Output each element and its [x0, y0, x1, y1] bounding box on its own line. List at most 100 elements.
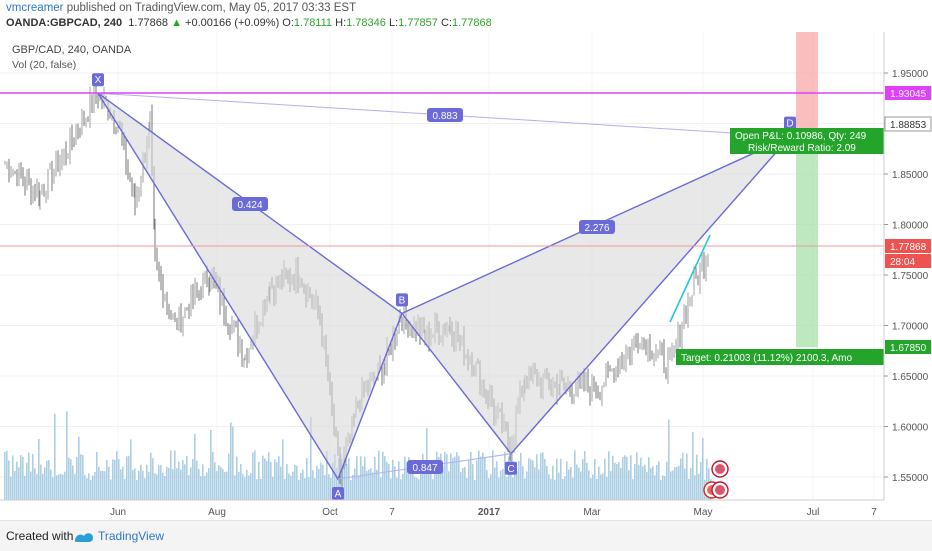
volume-bar — [246, 469, 248, 500]
chart-area[interactable]: X A B C D 0.424 0.883 2.276 0.847 Open P&L: 0.10… — [0, 32, 932, 520]
volume-bar — [674, 467, 676, 500]
volume-bar — [194, 433, 196, 500]
volume-bar — [450, 453, 452, 500]
volume-bar — [410, 465, 412, 500]
volume-bar — [132, 470, 134, 500]
tradingview-logo-icon[interactable] — [73, 529, 95, 543]
volume-bar — [594, 458, 596, 500]
volume-bar — [244, 477, 246, 500]
volume-bar — [670, 471, 672, 500]
volume-bar — [74, 474, 76, 500]
volume-bar — [288, 473, 290, 500]
price-tick-label: 1.75000 — [892, 271, 929, 282]
ratio-label: 0.424 — [237, 200, 262, 211]
volume-bar — [404, 456, 406, 500]
volume-bar — [522, 466, 524, 500]
volume-bar — [116, 451, 118, 500]
volume-bar — [186, 455, 188, 500]
volume-bar — [476, 460, 478, 500]
volume-bar — [492, 450, 494, 500]
volume-bar — [474, 479, 476, 500]
volume-bar — [574, 450, 576, 500]
volume-bar — [686, 453, 688, 500]
volume-bar — [544, 459, 546, 500]
uk-flag-icon-inner — [715, 464, 725, 474]
volume-bar — [342, 464, 344, 500]
volume-bar — [22, 456, 24, 500]
time-tick-label: 2017 — [478, 507, 501, 518]
volume-bar — [520, 452, 522, 500]
volume-bar — [388, 463, 390, 500]
volume-bar — [210, 430, 212, 500]
volume-bar — [34, 468, 36, 500]
time-tick-label: 7 — [871, 507, 877, 518]
point-badge-d — [784, 116, 796, 130]
tradingview-brand[interactable]: TradingView — [98, 529, 165, 543]
volume-bar — [506, 477, 508, 500]
event-flags[interactable] — [703, 460, 729, 499]
time-axis[interactable]: Jun Aug Oct 7 2017 Mar May Jul 7 — [0, 499, 884, 518]
volume-bar — [174, 450, 176, 500]
volume-bar — [144, 478, 146, 500]
volume-bar — [462, 467, 464, 500]
volume-bar — [646, 471, 648, 500]
volume-bar — [350, 479, 352, 500]
volume-bar — [508, 456, 510, 500]
author-link[interactable]: vmcreamer — [6, 2, 64, 14]
risk-zone — [796, 32, 818, 136]
volume-bar — [702, 438, 704, 500]
volume-bar — [502, 468, 504, 500]
volume-bar — [278, 456, 280, 500]
volume-bar — [52, 477, 54, 500]
volume-bar — [68, 457, 70, 500]
volume-bar — [382, 451, 384, 500]
volume-bar — [82, 454, 84, 500]
volume-bar — [182, 459, 184, 500]
volume-bar — [496, 461, 498, 500]
price-axis[interactable]: 1.950001.900001.850001.800001.750001.700… — [883, 32, 932, 500]
volume-bar — [554, 479, 556, 500]
volume-bar — [344, 457, 346, 500]
stop-price-tag-bg — [884, 116, 932, 132]
low-value: 1.77857 — [398, 17, 438, 29]
volume-bar — [352, 474, 354, 500]
volume-bar — [662, 475, 664, 500]
volume-bars — [4, 411, 712, 500]
volume-bar — [480, 456, 482, 500]
volume-bar — [434, 466, 436, 500]
volume-bar — [582, 459, 584, 500]
volume-bar — [308, 477, 310, 500]
volume-bar — [54, 413, 56, 500]
volume-bar — [280, 466, 282, 500]
volume-bar — [364, 456, 366, 500]
volume-bar — [32, 454, 34, 500]
volume-bar — [394, 466, 396, 500]
trend-line[interactable] — [669, 234, 711, 323]
time-tick-label: May — [694, 507, 713, 518]
volume-bar — [518, 461, 520, 500]
volume-bar — [346, 464, 348, 500]
volume-bar — [690, 468, 692, 500]
volume-bar — [282, 439, 284, 500]
xabcd-pattern[interactable]: X A B C D 0.424 0.883 2.276 0.847 — [92, 73, 796, 501]
volume-bar — [366, 470, 368, 500]
volume-bar — [636, 452, 638, 500]
volume-bar — [202, 464, 204, 500]
volume-bar — [420, 464, 422, 500]
volume-bar — [484, 457, 486, 500]
created-with-text: Created with — [6, 529, 74, 543]
point-label-a: A — [335, 489, 342, 500]
volume-bar — [206, 472, 208, 500]
pnl-line1: Open P&L: 0.10986, Qty: 249 — [735, 131, 867, 142]
price-chart[interactable]: X A B C D 0.424 0.883 2.276 0.847 Open P&L: 0.10… — [0, 32, 932, 520]
volume-bar — [178, 461, 180, 500]
volume-bar — [694, 475, 696, 500]
uptrend-line[interactable] — [669, 234, 711, 323]
volume-bar — [478, 450, 480, 500]
volume-bar — [598, 466, 600, 500]
volume-bar — [112, 459, 114, 500]
volume-bar — [464, 466, 466, 500]
volume-bar — [298, 479, 300, 500]
volume-bar — [156, 474, 158, 500]
volume-bar — [362, 466, 364, 500]
